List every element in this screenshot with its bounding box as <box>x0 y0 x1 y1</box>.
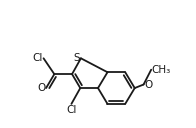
Text: S: S <box>74 53 80 63</box>
Text: O: O <box>37 83 45 93</box>
Text: CH₃: CH₃ <box>152 65 171 75</box>
Text: Cl: Cl <box>33 53 43 63</box>
Text: Cl: Cl <box>66 105 77 115</box>
Text: O: O <box>144 79 152 89</box>
